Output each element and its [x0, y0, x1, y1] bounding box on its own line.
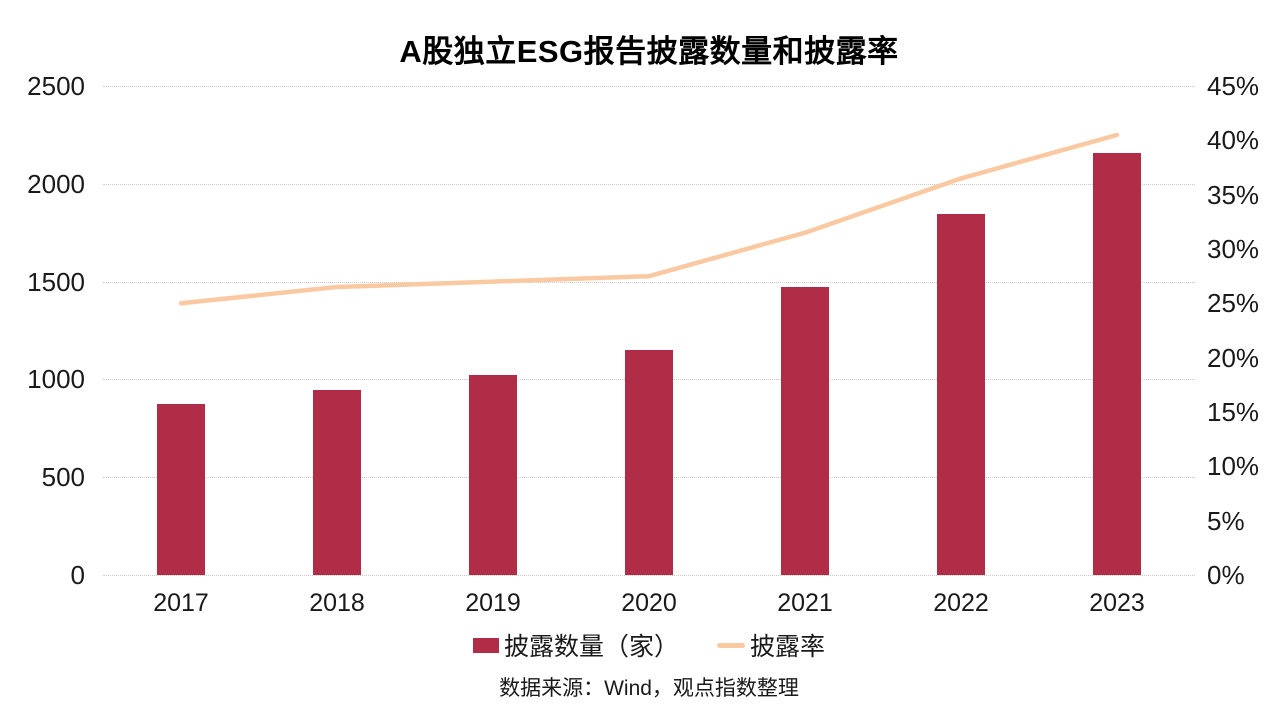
x-axis-tick: 2017: [153, 589, 209, 617]
right-axis-tick: 5%: [1207, 505, 1245, 536]
bar-2019: [469, 375, 517, 575]
left-axis-tick: 2000: [27, 168, 85, 199]
left-axis-tick: 1000: [27, 364, 85, 395]
x-axis-tick: 2022: [933, 589, 989, 617]
gridline: [103, 86, 1195, 87]
legend-label-bars: 披露数量（家）: [503, 633, 679, 661]
gridline: [103, 281, 1195, 283]
x-axis-tick: 2018: [309, 589, 365, 617]
x-axis-tick: 2019: [465, 589, 521, 617]
bar-2021: [781, 287, 829, 575]
bar-2020: [625, 350, 673, 575]
legend: 披露数量（家） 披露率: [103, 627, 1195, 663]
left-axis-tick: 1500: [27, 266, 85, 297]
bar-series-swatch-icon: [472, 637, 499, 653]
x-axis-tick: 2023: [1089, 589, 1145, 617]
right-axis-tick: 0%: [1207, 560, 1245, 590]
right-axis-tick: 10%: [1207, 451, 1260, 482]
legend-label-line: 披露率: [750, 633, 826, 661]
right-axis-tick: 35%: [1207, 179, 1260, 210]
gridline: [103, 183, 1195, 185]
gridline: [103, 575, 1195, 576]
x-axis-tick: 2021: [777, 589, 833, 617]
right-axis-tick: 40%: [1207, 125, 1260, 156]
source-note: 数据来源：Wind，观点指数整理: [499, 677, 799, 700]
line-series-swatch-icon: [717, 642, 745, 648]
right-axis-tick: 30%: [1207, 234, 1260, 264]
bar-2023: [1093, 152, 1141, 575]
bar-2022: [937, 214, 985, 575]
legend-item-bars: 披露数量（家）: [472, 627, 679, 663]
right-axis-tick: 20%: [1207, 342, 1260, 373]
right-axis-tick: 25%: [1207, 288, 1260, 319]
right-axis-tick: 15%: [1207, 397, 1260, 427]
bar-2017: [157, 403, 205, 575]
bar-2018: [313, 390, 361, 575]
left-axis-tick: 0: [70, 560, 85, 590]
chart-title: A股独立ESG报告披露数量和披露率: [399, 34, 899, 69]
left-axis-tick: 2500: [27, 71, 85, 101]
legend-item-line: 披露率: [717, 627, 825, 663]
right-axis-tick: 45%: [1207, 71, 1260, 101]
left-axis-tick: 500: [41, 462, 85, 493]
x-axis-tick: 2020: [621, 589, 677, 617]
